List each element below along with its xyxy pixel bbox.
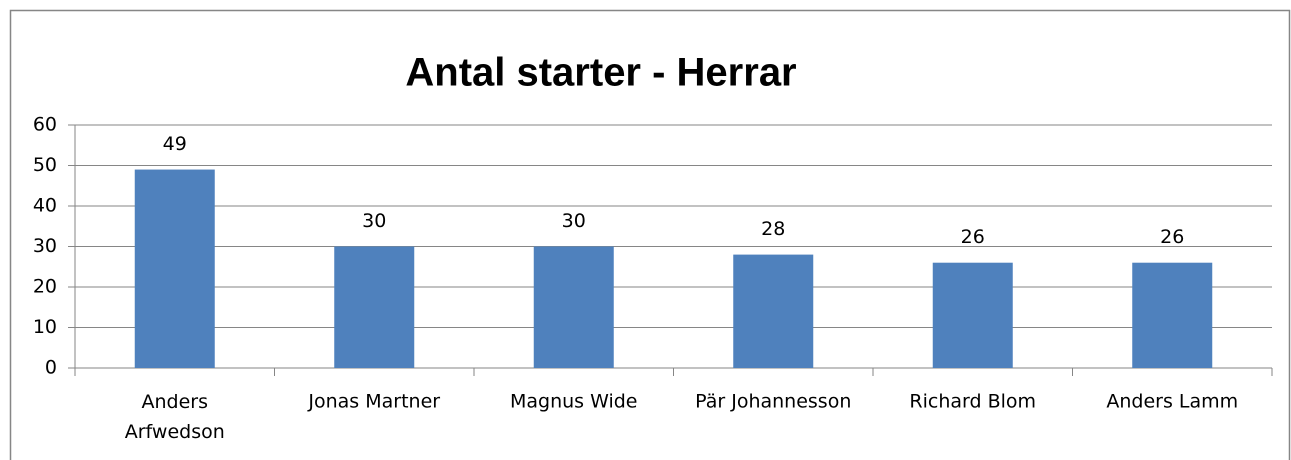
- y-tick-label: 30: [33, 235, 57, 257]
- bar: [733, 254, 814, 368]
- data-label: 49: [163, 133, 187, 155]
- bar: [533, 246, 614, 368]
- y-tick-label: 10: [33, 316, 57, 338]
- x-tick-label: Pär Johannesson: [695, 391, 851, 413]
- y-tick-label: 20: [33, 276, 57, 298]
- x-tick-label: Magnus Wide: [510, 391, 638, 413]
- x-tick-label: Anders Lamm: [1106, 391, 1238, 413]
- data-label: 26: [1160, 226, 1184, 248]
- y-tick-label: 40: [33, 195, 57, 217]
- x-tick-label: Jonas Martner: [307, 391, 440, 413]
- y-tick-label: 0: [45, 357, 57, 379]
- data-label: 28: [761, 218, 785, 240]
- y-tick-label: 50: [33, 154, 57, 176]
- data-label: 30: [362, 210, 386, 232]
- bar: [1132, 262, 1213, 368]
- x-tick-label: Anders Arfwedson: [125, 391, 225, 443]
- x-tick-label: Richard Blom: [909, 391, 1036, 413]
- y-tick-label: 60: [33, 114, 57, 136]
- bar: [334, 246, 415, 368]
- chart-frame: [9, 9, 1291, 460]
- data-label: 26: [961, 226, 985, 248]
- data-label: 30: [562, 210, 586, 232]
- chart-title: Antal starter - Herrar: [405, 51, 796, 95]
- bar: [932, 262, 1013, 368]
- bar: [134, 169, 215, 368]
